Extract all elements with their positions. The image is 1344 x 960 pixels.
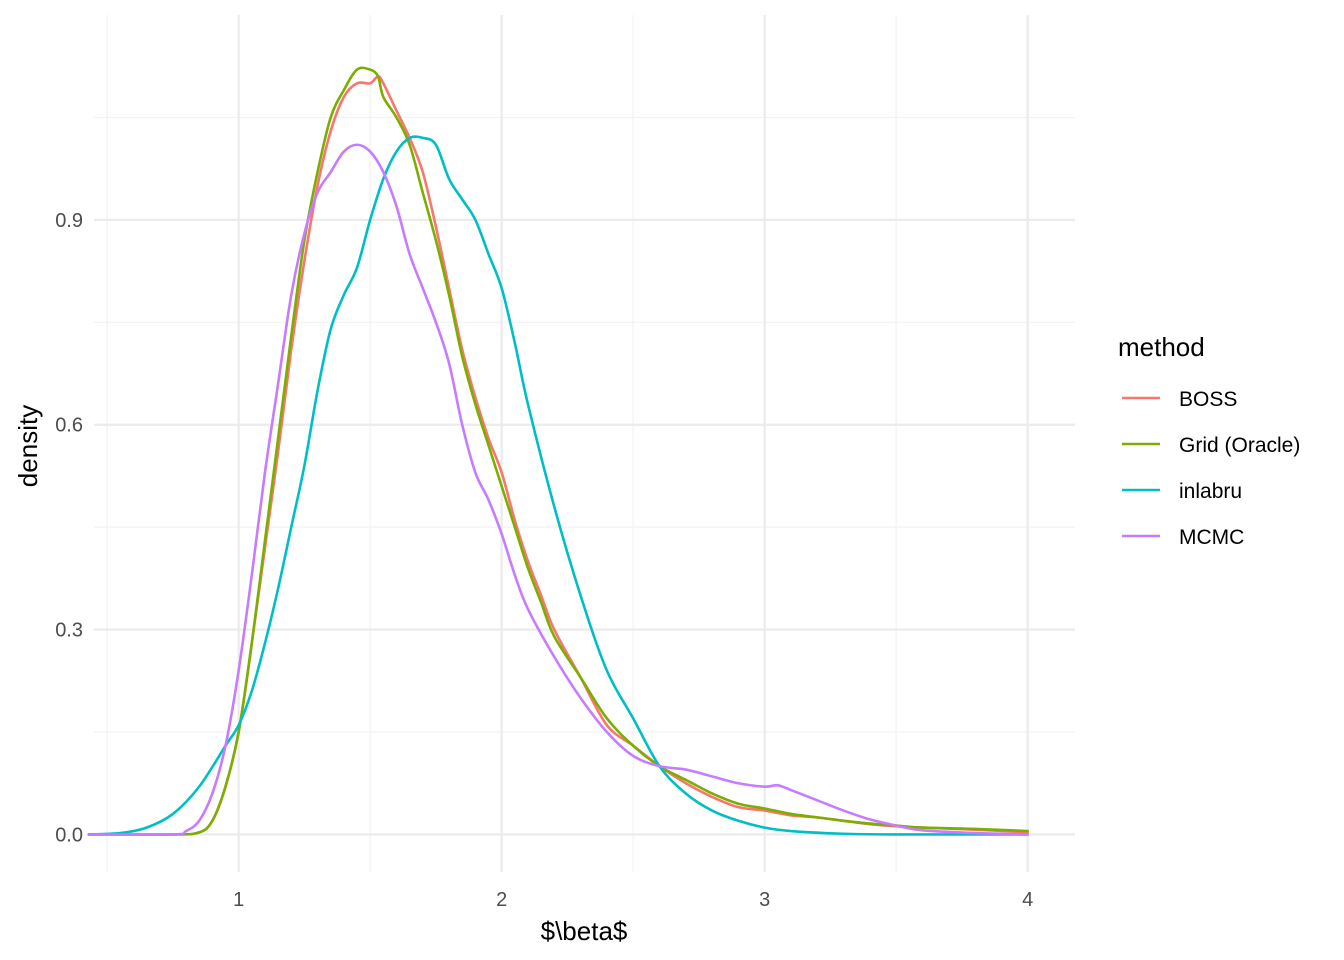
y-axis-title: density (13, 405, 43, 487)
series-lines (87, 66, 1029, 836)
x-tick-label: 4 (1022, 889, 1033, 911)
legend-label-mcmc: MCMC (1179, 526, 1244, 549)
x-tick-label: 2 (496, 889, 507, 911)
legend-items: BOSS Grid (Oracle) inlabru MCMC (1122, 388, 1300, 549)
minor-gridlines (94, 15, 1075, 872)
y-axis-tick-labels: 0.0 0.3 0.6 0.9 (55, 210, 83, 847)
y-tick-label: 0.3 (55, 620, 83, 642)
x-axis-tick-labels: 1 2 3 4 (233, 889, 1033, 911)
x-tick-label: 3 (759, 889, 770, 911)
series-line-mcmc (87, 143, 1029, 836)
series-line-inlabru (87, 135, 1029, 836)
legend-label-inlabru: inlabru (1179, 480, 1242, 503)
y-tick-label: 0.6 (55, 415, 83, 437)
legend-label-boss: BOSS (1179, 388, 1237, 411)
major-gridlines (94, 15, 1075, 872)
legend: method BOSS Grid (Oracle) inlabru MCMC (1118, 332, 1300, 549)
x-tick-label: 1 (233, 889, 244, 911)
legend-title: method (1118, 332, 1205, 362)
y-tick-label: 0.9 (55, 210, 83, 232)
series-line-grid-oracle (87, 66, 1029, 836)
y-tick-label: 0.0 (55, 824, 83, 846)
x-axis-title: $\beta$ (541, 916, 628, 946)
legend-label-grid-oracle: Grid (Oracle) (1179, 434, 1300, 457)
